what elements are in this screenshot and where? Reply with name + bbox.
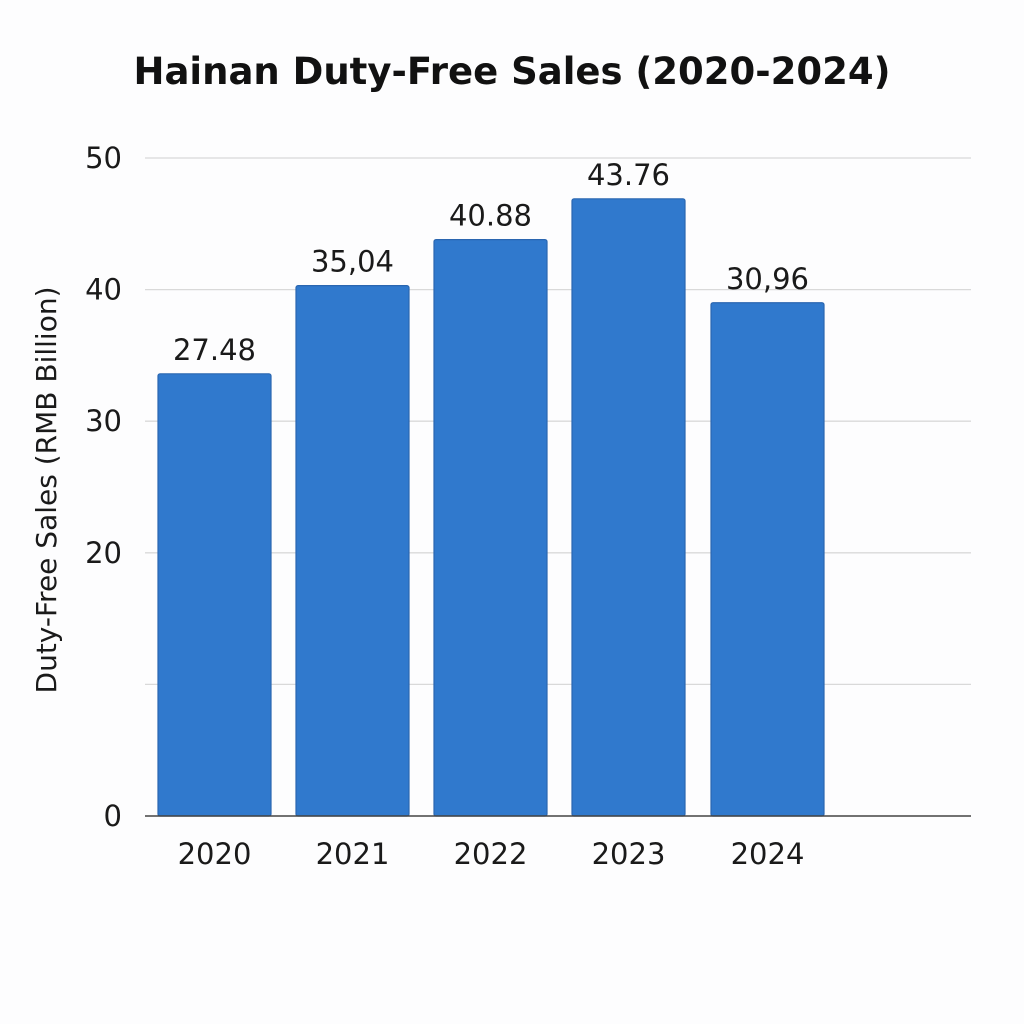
grid-lines [145,157,971,686]
x-tick-label-2021: 2021 [316,837,390,871]
bar-2022 [433,238,548,817]
bar-2024 [710,302,825,817]
y-tick-label: 40 [85,273,122,307]
labels: 0 20 30 40 50 27.48 2020 35,04 2021 40.88 2022 43.7… [85,141,809,871]
bar-2023 [571,198,686,817]
y-axis-label: Duty-Free Sales (RMB Billion) [30,287,63,694]
data-label-2020: 27.48 [173,333,256,367]
data-label-2022: 40.88 [449,199,532,233]
x-tick-label-2020: 2020 [178,837,252,871]
bar-2020 [157,373,272,817]
y-tick-label: 0 [104,799,122,833]
x-tick-label-2022: 2022 [454,837,528,871]
y-tick-label: 50 [85,141,122,175]
chart-title: Hainan Duty-Free Sales (2020-2024) [133,50,891,93]
y-tick-label: 20 [85,536,122,570]
x-tick-label-2024: 2024 [731,837,805,871]
x-tick-label-2023: 2023 [592,837,666,871]
data-label-2024: 30,96 [726,262,809,296]
bar-2021 [295,285,410,817]
data-label-2021: 35,04 [311,245,394,279]
data-label-2023: 43.76 [587,158,670,192]
y-tick-label: 30 [85,404,122,438]
bars [157,198,825,817]
